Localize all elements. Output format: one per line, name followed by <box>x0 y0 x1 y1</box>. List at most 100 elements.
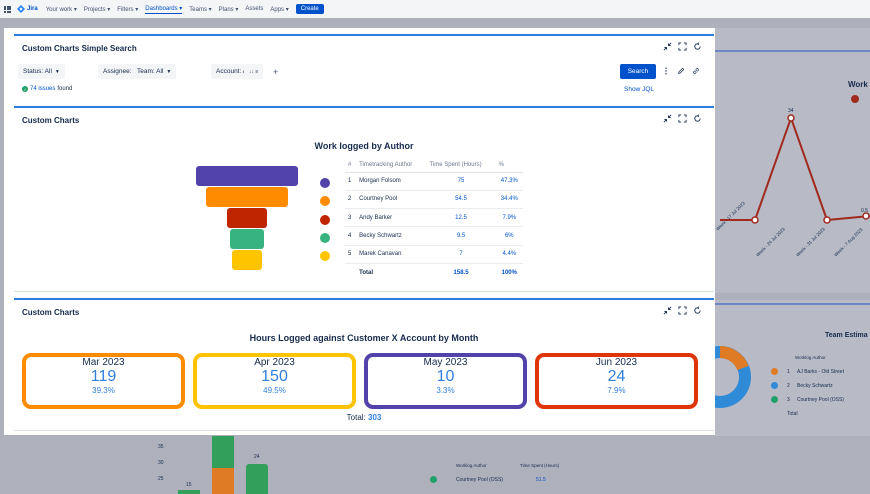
background-point <box>787 114 795 122</box>
background-point <box>862 212 870 220</box>
row-hours[interactable]: 12.5 <box>426 208 496 228</box>
funnel-bar[interactable] <box>232 250 262 270</box>
row-hours[interactable]: 75 <box>426 172 496 191</box>
background-team-n: 2 <box>787 383 790 389</box>
funnel-bar[interactable] <box>229 229 265 249</box>
expand-icon[interactable] <box>678 42 687 51</box>
row-hours[interactable]: 9.5 <box>426 226 496 246</box>
edit-icon[interactable] <box>677 67 685 75</box>
status-filter[interactable]: Status: All ▼ <box>18 64 65 79</box>
nav-your-work-label: Your work <box>45 6 73 13</box>
kpi-card-may[interactable]: May 2023 10 3.3% <box>364 353 527 409</box>
issues-count-link[interactable]: 74 issues <box>30 86 56 92</box>
background-dot <box>430 476 437 483</box>
kpi-card-jun[interactable]: Jun 2023 24 7.9% <box>535 353 698 409</box>
background-axis-tick: 30 <box>158 460 164 466</box>
refresh-icon[interactable] <box>693 306 702 315</box>
background-team-header: Worklog Author <box>795 355 826 360</box>
refresh-icon[interactable] <box>693 114 702 123</box>
background-bar <box>212 468 234 494</box>
nav-plans[interactable]: Plans ▾ <box>218 6 239 13</box>
status-filter-label: Status: All <box>23 68 52 75</box>
background-team-name: Courtney Pool (OSS) <box>797 397 844 403</box>
nav-your-work[interactable]: Your work ▾ <box>45 6 77 13</box>
background-donut-slice <box>719 346 749 371</box>
top-navigation: Jira Your work ▾ Projects ▾ Filters ▾ Da… <box>0 0 870 18</box>
kpi-card-apr[interactable]: Apr 2023 150 49.5% <box>193 353 356 409</box>
table-row[interactable]: 3 Andy Barker 12.5 7.9% <box>345 208 523 228</box>
background-dot <box>771 396 778 403</box>
background-bar-label: 24 <box>254 454 260 460</box>
check-icon: ✓ <box>22 86 28 92</box>
refresh-icon[interactable] <box>693 42 702 51</box>
hours-gadget: Custom Charts Hours Logged against Custo… <box>14 298 714 431</box>
more-icon[interactable] <box>662 67 670 75</box>
background-team-name: Becky Schwartz <box>797 383 833 389</box>
nav-plans-label: Plans <box>218 6 234 13</box>
background-line-chart <box>720 114 870 224</box>
app-switcher-icon[interactable] <box>4 5 11 13</box>
create-button[interactable]: Create <box>295 4 324 14</box>
search-actions <box>662 67 700 75</box>
total-pct: 100% <box>501 269 517 276</box>
show-jql-link[interactable]: Show JQL <box>624 86 654 93</box>
search-button[interactable]: Search <box>620 64 656 79</box>
row-hours[interactable]: 54.5 <box>426 190 496 210</box>
search-gadget-title: Custom Charts Simple Search <box>22 44 137 53</box>
row-author: Marek Canavan <box>356 245 427 264</box>
col-author: Timetracking Author <box>356 158 427 173</box>
nav-assets[interactable]: Assets <box>245 6 263 12</box>
kpi-pct: 3.3% <box>436 386 455 395</box>
total-label: Total <box>359 269 373 276</box>
background-bottom-chart: 35 30 25 24 15 Worklog Author Time Spent… <box>0 436 870 494</box>
table-row[interactable]: 4 Becky Schwartz 9.5 6% <box>345 226 523 246</box>
table-row[interactable]: 1 Morgan Folsom 75 47.3% <box>345 172 523 191</box>
col-index: # <box>345 158 357 173</box>
background-bar-label: 15 <box>186 482 192 488</box>
funnel-bar[interactable] <box>196 166 298 186</box>
kpi-value: 150 <box>261 368 288 385</box>
sort-button[interactable]: ↓↓ ≡ <box>244 64 264 79</box>
link-icon[interactable] <box>692 67 700 75</box>
kpi-pct: 49.5% <box>263 386 286 395</box>
background-bar <box>178 490 200 494</box>
legend-dot <box>320 196 330 207</box>
account-filter-label: Account: All <box>216 68 250 75</box>
nav-dashboards-label: Dashboards <box>145 5 178 12</box>
table-header-row: # Timetracking Author Time Spent (Hours)… <box>345 158 523 173</box>
nav-projects-label: Projects <box>83 6 106 13</box>
row-hours[interactable]: 7 <box>426 245 496 264</box>
hours-total-value[interactable]: 303 <box>368 413 382 422</box>
table-row[interactable]: 5 Marek Canavan 7 4.4% <box>345 245 523 264</box>
nav-teams[interactable]: Teams ▾ <box>189 6 212 13</box>
nav-filters[interactable]: Filters ▾ <box>117 6 139 13</box>
background-point-label: 34 <box>788 108 794 114</box>
expand-icon[interactable] <box>678 114 687 123</box>
minimize-icon[interactable] <box>663 306 672 315</box>
dashboard-modal: Custom Charts Simple Search Status: All ▼… <box>4 28 715 435</box>
funnel-bar[interactable] <box>227 208 267 228</box>
jira-logo[interactable]: Jira <box>17 5 38 13</box>
add-filter-button[interactable]: + <box>268 64 284 79</box>
background-dot <box>771 368 778 375</box>
issues-found-suffix: found <box>57 86 73 92</box>
total-hours: 158.5 <box>453 269 469 276</box>
nav-apps[interactable]: Apps ▾ <box>270 6 289 13</box>
row-pct: 7.9% <box>495 208 523 228</box>
nav-dashboards[interactable]: Dashboards ▾ <box>145 5 183 14</box>
legend-dot <box>320 178 330 188</box>
table-row[interactable]: 2 Courtney Pool 54.5 34.4% <box>345 190 523 210</box>
kpi-month: Apr 2023 <box>254 357 295 368</box>
background-point <box>751 216 759 224</box>
row-pct: 6% <box>495 226 523 246</box>
table-total-row: Total 158.5 100% <box>345 263 523 281</box>
background-x-label: Week - 24 Jul 2023 <box>755 226 786 258</box>
team-filter[interactable]: Team: All ▼ <box>132 64 177 79</box>
minimize-icon[interactable] <box>663 114 672 123</box>
expand-icon[interactable] <box>678 306 687 315</box>
row-index: 1 <box>345 172 357 191</box>
nav-projects[interactable]: Projects ▾ <box>83 6 111 13</box>
funnel-bar[interactable] <box>205 187 289 207</box>
kpi-card-mar[interactable]: Mar 2023 119 39.3% <box>22 353 185 409</box>
minimize-icon[interactable] <box>663 42 672 51</box>
